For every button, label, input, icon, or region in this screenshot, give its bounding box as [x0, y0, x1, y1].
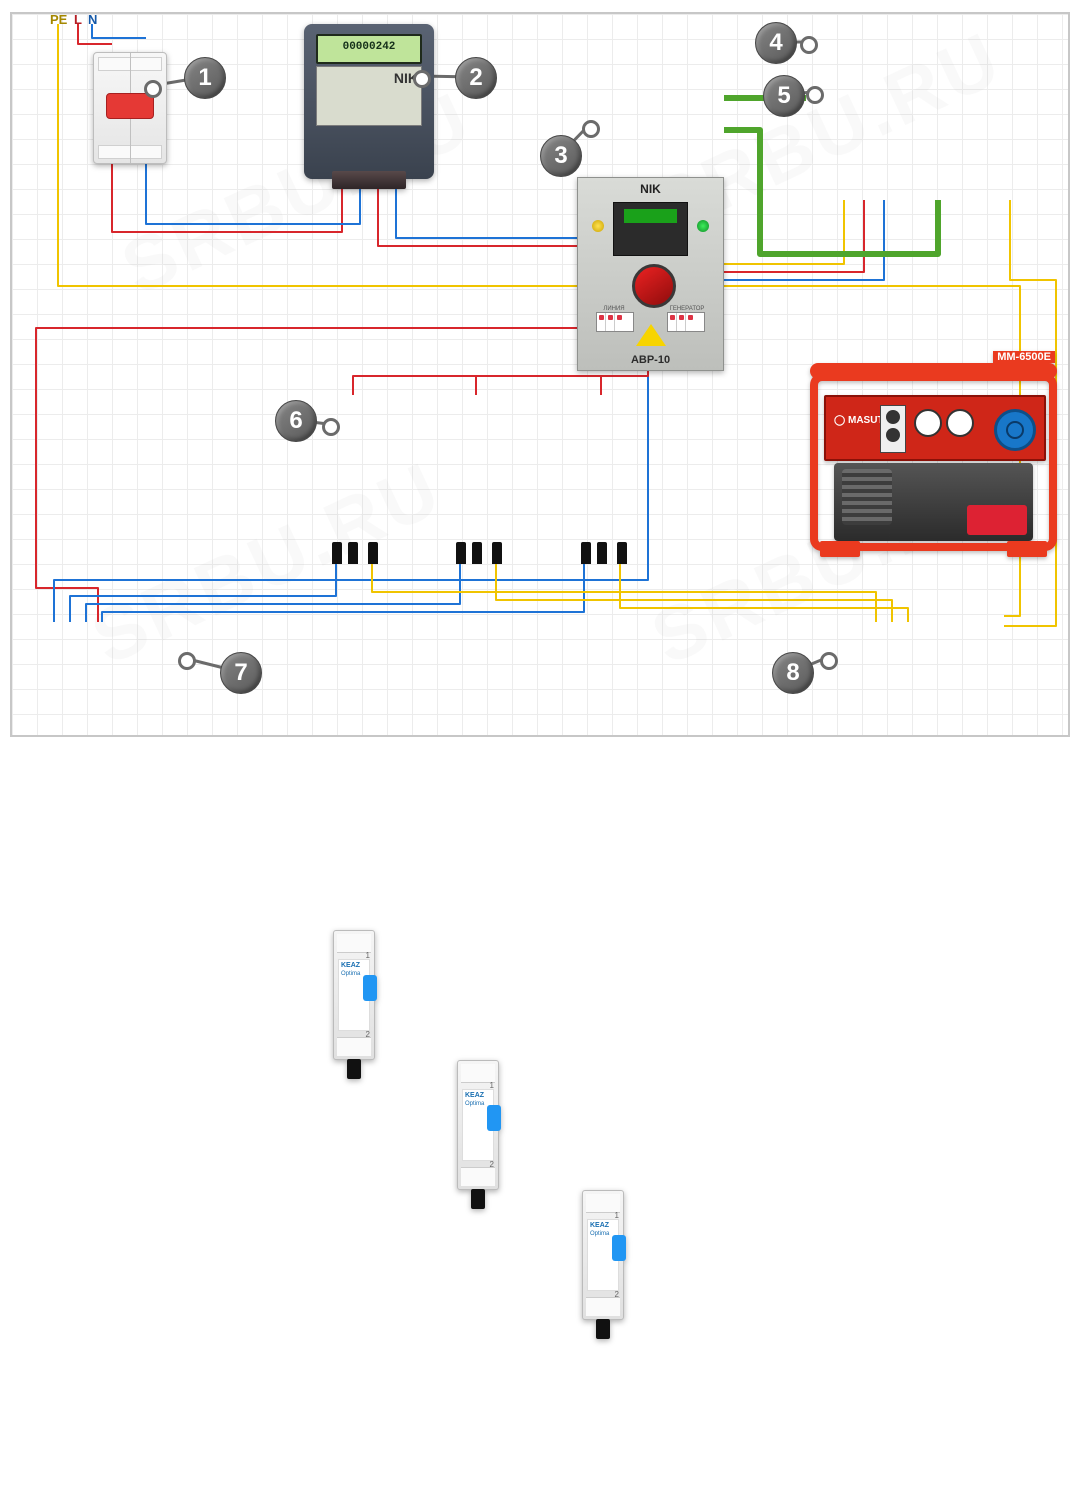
- label-l: L: [74, 12, 82, 27]
- wire-ctrl: [724, 130, 938, 254]
- callout-number: 7: [220, 652, 262, 694]
- mcb-toggle: [612, 1235, 626, 1261]
- generator-panel: ◯ MASUTA: [824, 395, 1046, 461]
- ats-terminal-gen: [667, 312, 705, 332]
- wire-l: [36, 328, 648, 622]
- mcb-term-bot: 2: [615, 1290, 619, 1299]
- callout-number: 1: [184, 57, 226, 99]
- callout-number: 2: [455, 57, 497, 99]
- wire-l: [712, 180, 864, 272]
- label-n: N: [88, 12, 97, 27]
- spade-connector: [581, 542, 591, 564]
- wire-n: [92, 24, 146, 38]
- spade-connector: [348, 542, 358, 564]
- callout-anchor: [800, 36, 818, 54]
- energy-meter: 00000242 NIK: [304, 24, 434, 179]
- label-pe: PE: [50, 12, 67, 27]
- callout-anchor: [144, 80, 162, 98]
- spade-connector: [332, 542, 342, 564]
- spade-connector: [597, 542, 607, 564]
- mcb-brand: KEAZ: [588, 1220, 618, 1231]
- callout-number: 4: [755, 22, 797, 64]
- mcb-toggle: [487, 1105, 501, 1131]
- spade-connector: [617, 542, 627, 564]
- generator-model: MM-6500E: [993, 351, 1055, 363]
- callout-anchor: [806, 86, 824, 104]
- mcb-toggle: [363, 975, 377, 1001]
- generator-engine: [834, 463, 1033, 541]
- ats-led-line: [592, 220, 604, 232]
- mcb-brand: KEAZ: [463, 1090, 493, 1101]
- breaker-toggle: [106, 93, 154, 119]
- callout-anchor: [322, 418, 340, 436]
- callout-anchor: [820, 652, 838, 670]
- ats-brand: NIK: [578, 182, 723, 196]
- gauge-icon: [914, 409, 942, 437]
- spade-connector: [472, 542, 482, 564]
- callout-anchor: [582, 120, 600, 138]
- callout-number: 6: [275, 400, 317, 442]
- spade-connector: [456, 542, 466, 564]
- generator-controls: [880, 405, 906, 453]
- spade-connector: [368, 542, 378, 564]
- mcb-term-bot: 2: [366, 1030, 370, 1039]
- wire-l: [378, 178, 606, 246]
- power-socket-icon: [994, 409, 1036, 451]
- estop-button: [632, 264, 676, 308]
- mcb-brand: KEAZ: [339, 960, 369, 971]
- callout-anchor: [178, 652, 196, 670]
- input-circuit-breaker: [93, 52, 167, 164]
- ats-panel: NIK ЛИНИЯ ГЕНЕРАТОР АВР-10: [577, 177, 724, 371]
- mcb-breaker: 12KEAZOptima: [333, 930, 375, 1060]
- callout-number: 3: [540, 135, 582, 177]
- meter-lcd: 00000242: [316, 34, 422, 64]
- wire-l: [78, 24, 112, 44]
- mcb-breaker: 12KEAZOptima: [582, 1190, 624, 1320]
- generator: MM-6500E ◯ MASUTA: [806, 369, 1061, 555]
- diagram-canvas: SRBU.RU SRBU.RU SRBU.RU SRBU.RU PE L N 0…: [0, 0, 1081, 751]
- ats-terminal-line: [596, 312, 634, 332]
- meter-nameplate: NIK: [316, 66, 422, 126]
- mcb-breaker: 12KEAZOptima: [457, 1060, 499, 1190]
- mcb-term-bot: 2: [490, 1160, 494, 1169]
- ats-led-gen: [697, 220, 709, 232]
- callout-number: 5: [763, 75, 805, 117]
- spade-connector: [492, 542, 502, 564]
- ats-model: АВР-10: [578, 354, 723, 366]
- warning-triangle-icon: [636, 324, 666, 346]
- callout-anchor: [413, 70, 431, 88]
- gauge-icon: [946, 409, 974, 437]
- ats-controller: [613, 202, 688, 256]
- callout-number: 8: [772, 652, 814, 694]
